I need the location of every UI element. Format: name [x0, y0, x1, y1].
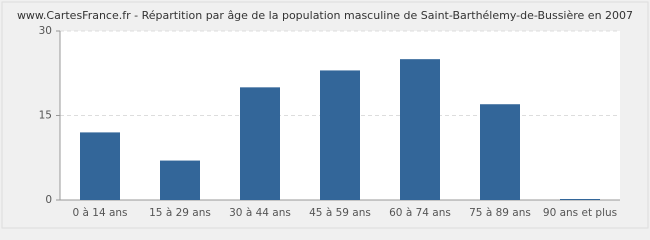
x-tick-label: 45 à 59 ans: [309, 207, 371, 219]
x-tick-label: 90 ans et plus: [543, 207, 617, 219]
bar: [480, 104, 520, 200]
bar: [80, 132, 120, 200]
x-tick-label: 60 à 74 ans: [389, 207, 451, 219]
page: {"chart_data": {"type": "bar", "title": …: [0, 0, 650, 230]
bar: [240, 87, 280, 200]
y-tick-label: 15: [39, 110, 52, 122]
chart-title: www.CartesFrance.fr - Répartition par âg…: [17, 9, 633, 22]
chart: www.CartesFrance.fr - Répartition par âg…: [1, 1, 649, 229]
bar: [320, 70, 360, 200]
bar: [560, 199, 600, 200]
x-tick-label: 30 à 44 ans: [229, 207, 291, 219]
x-tick-label: 0 à 14 ans: [72, 207, 127, 219]
y-tick-label: 0: [45, 194, 52, 206]
y-tick-label: 30: [39, 25, 52, 37]
bar: [400, 59, 440, 200]
x-tick-label: 15 à 29 ans: [149, 207, 211, 219]
x-tick-label: 75 à 89 ans: [469, 207, 531, 219]
bar: [160, 160, 200, 200]
